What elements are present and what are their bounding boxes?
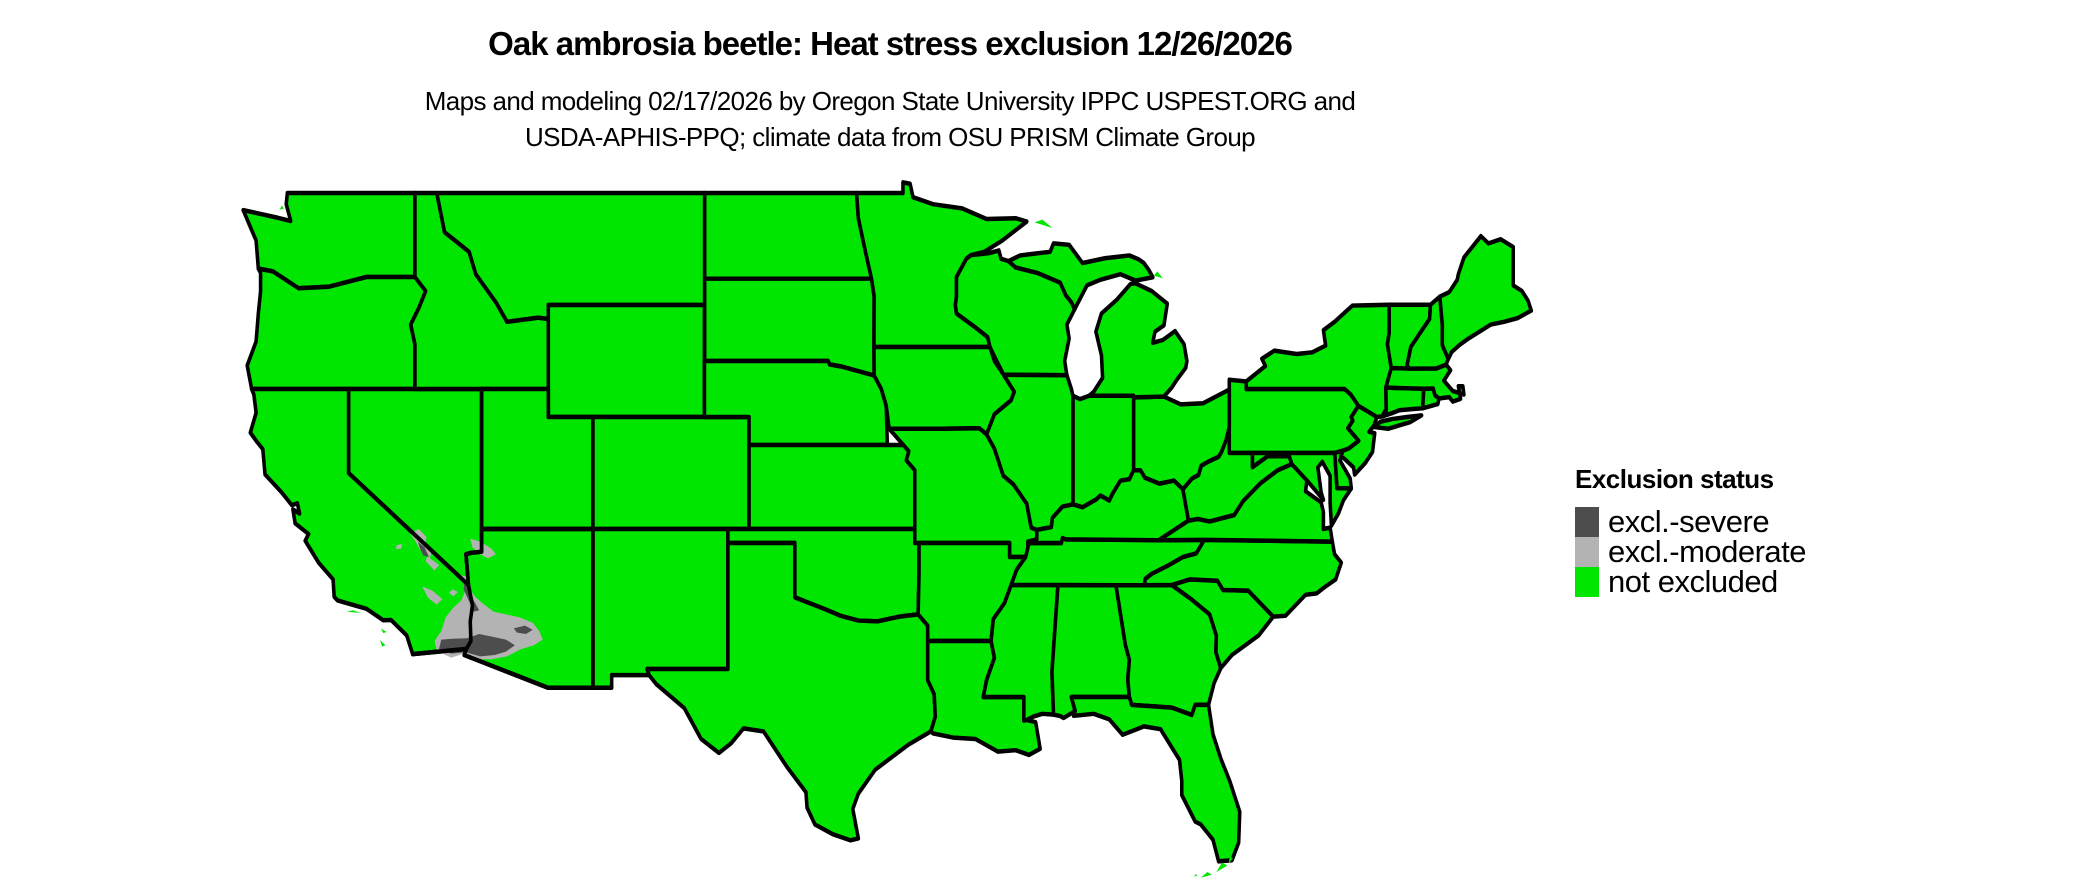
state-illinois <box>984 372 1075 533</box>
state-kansas <box>747 442 918 532</box>
state-wyoming <box>546 302 707 420</box>
legend-item-moderate: excl.-moderate <box>1575 534 1807 569</box>
state-maine <box>1438 233 1534 362</box>
state-michigan-lower <box>1087 280 1189 400</box>
map-subtitle-line1: Maps and modeling 02/17/2026 by Oregon S… <box>424 86 1356 116</box>
san-juan-islands <box>279 205 284 210</box>
map-subtitle-line2: USDA-APHIS-PPQ; climate data from OSU PR… <box>524 122 1256 152</box>
legend: Exclusion status excl.-severe excl.-mode… <box>1575 464 1807 599</box>
legend-swatch-severe <box>1575 507 1599 537</box>
legend-label-severe: excl.-severe <box>1608 504 1770 539</box>
state-new-mexico <box>591 526 730 690</box>
severe-zone-phoenix <box>513 625 533 634</box>
legend-swatch-not-excluded <box>1575 567 1599 597</box>
drummond-island <box>1153 271 1163 279</box>
state-ohio <box>1131 387 1232 492</box>
not-excluded-states-layer <box>241 180 1534 864</box>
state-colorado <box>591 414 751 532</box>
moderate-zone-lower-colorado-sonoran <box>434 575 543 660</box>
channel-islands <box>346 610 387 647</box>
border-nevada <box>464 386 484 588</box>
legend-label-moderate: excl.-moderate <box>1608 534 1807 569</box>
state-michigan-upper <box>1006 241 1155 312</box>
offshore-islands-layer <box>279 205 1234 878</box>
state-north-dakota <box>702 190 874 281</box>
us-heat-stress-exclusion-map <box>241 180 1534 878</box>
isle-royale <box>1034 219 1053 228</box>
state-new-jersey <box>1339 403 1379 477</box>
state-tennessee <box>1009 535 1206 588</box>
state-borders-overlay <box>346 386 595 690</box>
legend-label-not-excluded: not excluded <box>1608 564 1778 599</box>
long-island <box>1372 413 1424 431</box>
state-indiana <box>1071 393 1136 510</box>
state-connecticut <box>1380 385 1426 419</box>
map-title: Oak ambrosia beetle: Heat stress exclusi… <box>488 25 1293 62</box>
legend-title: Exclusion status <box>1575 464 1774 494</box>
state-texas <box>645 540 938 843</box>
legend-item-not-excluded: not excluded <box>1575 564 1806 599</box>
state-florida <box>1069 694 1242 864</box>
moderate-zone-death-valley <box>395 529 440 571</box>
legend-swatch-moderate <box>1575 537 1599 567</box>
legend-item-severe: excl.-severe <box>1575 504 1806 539</box>
state-oregon <box>245 266 428 392</box>
moderate-zone-mojave <box>422 586 458 605</box>
severe-zone-death-valley <box>417 541 429 557</box>
